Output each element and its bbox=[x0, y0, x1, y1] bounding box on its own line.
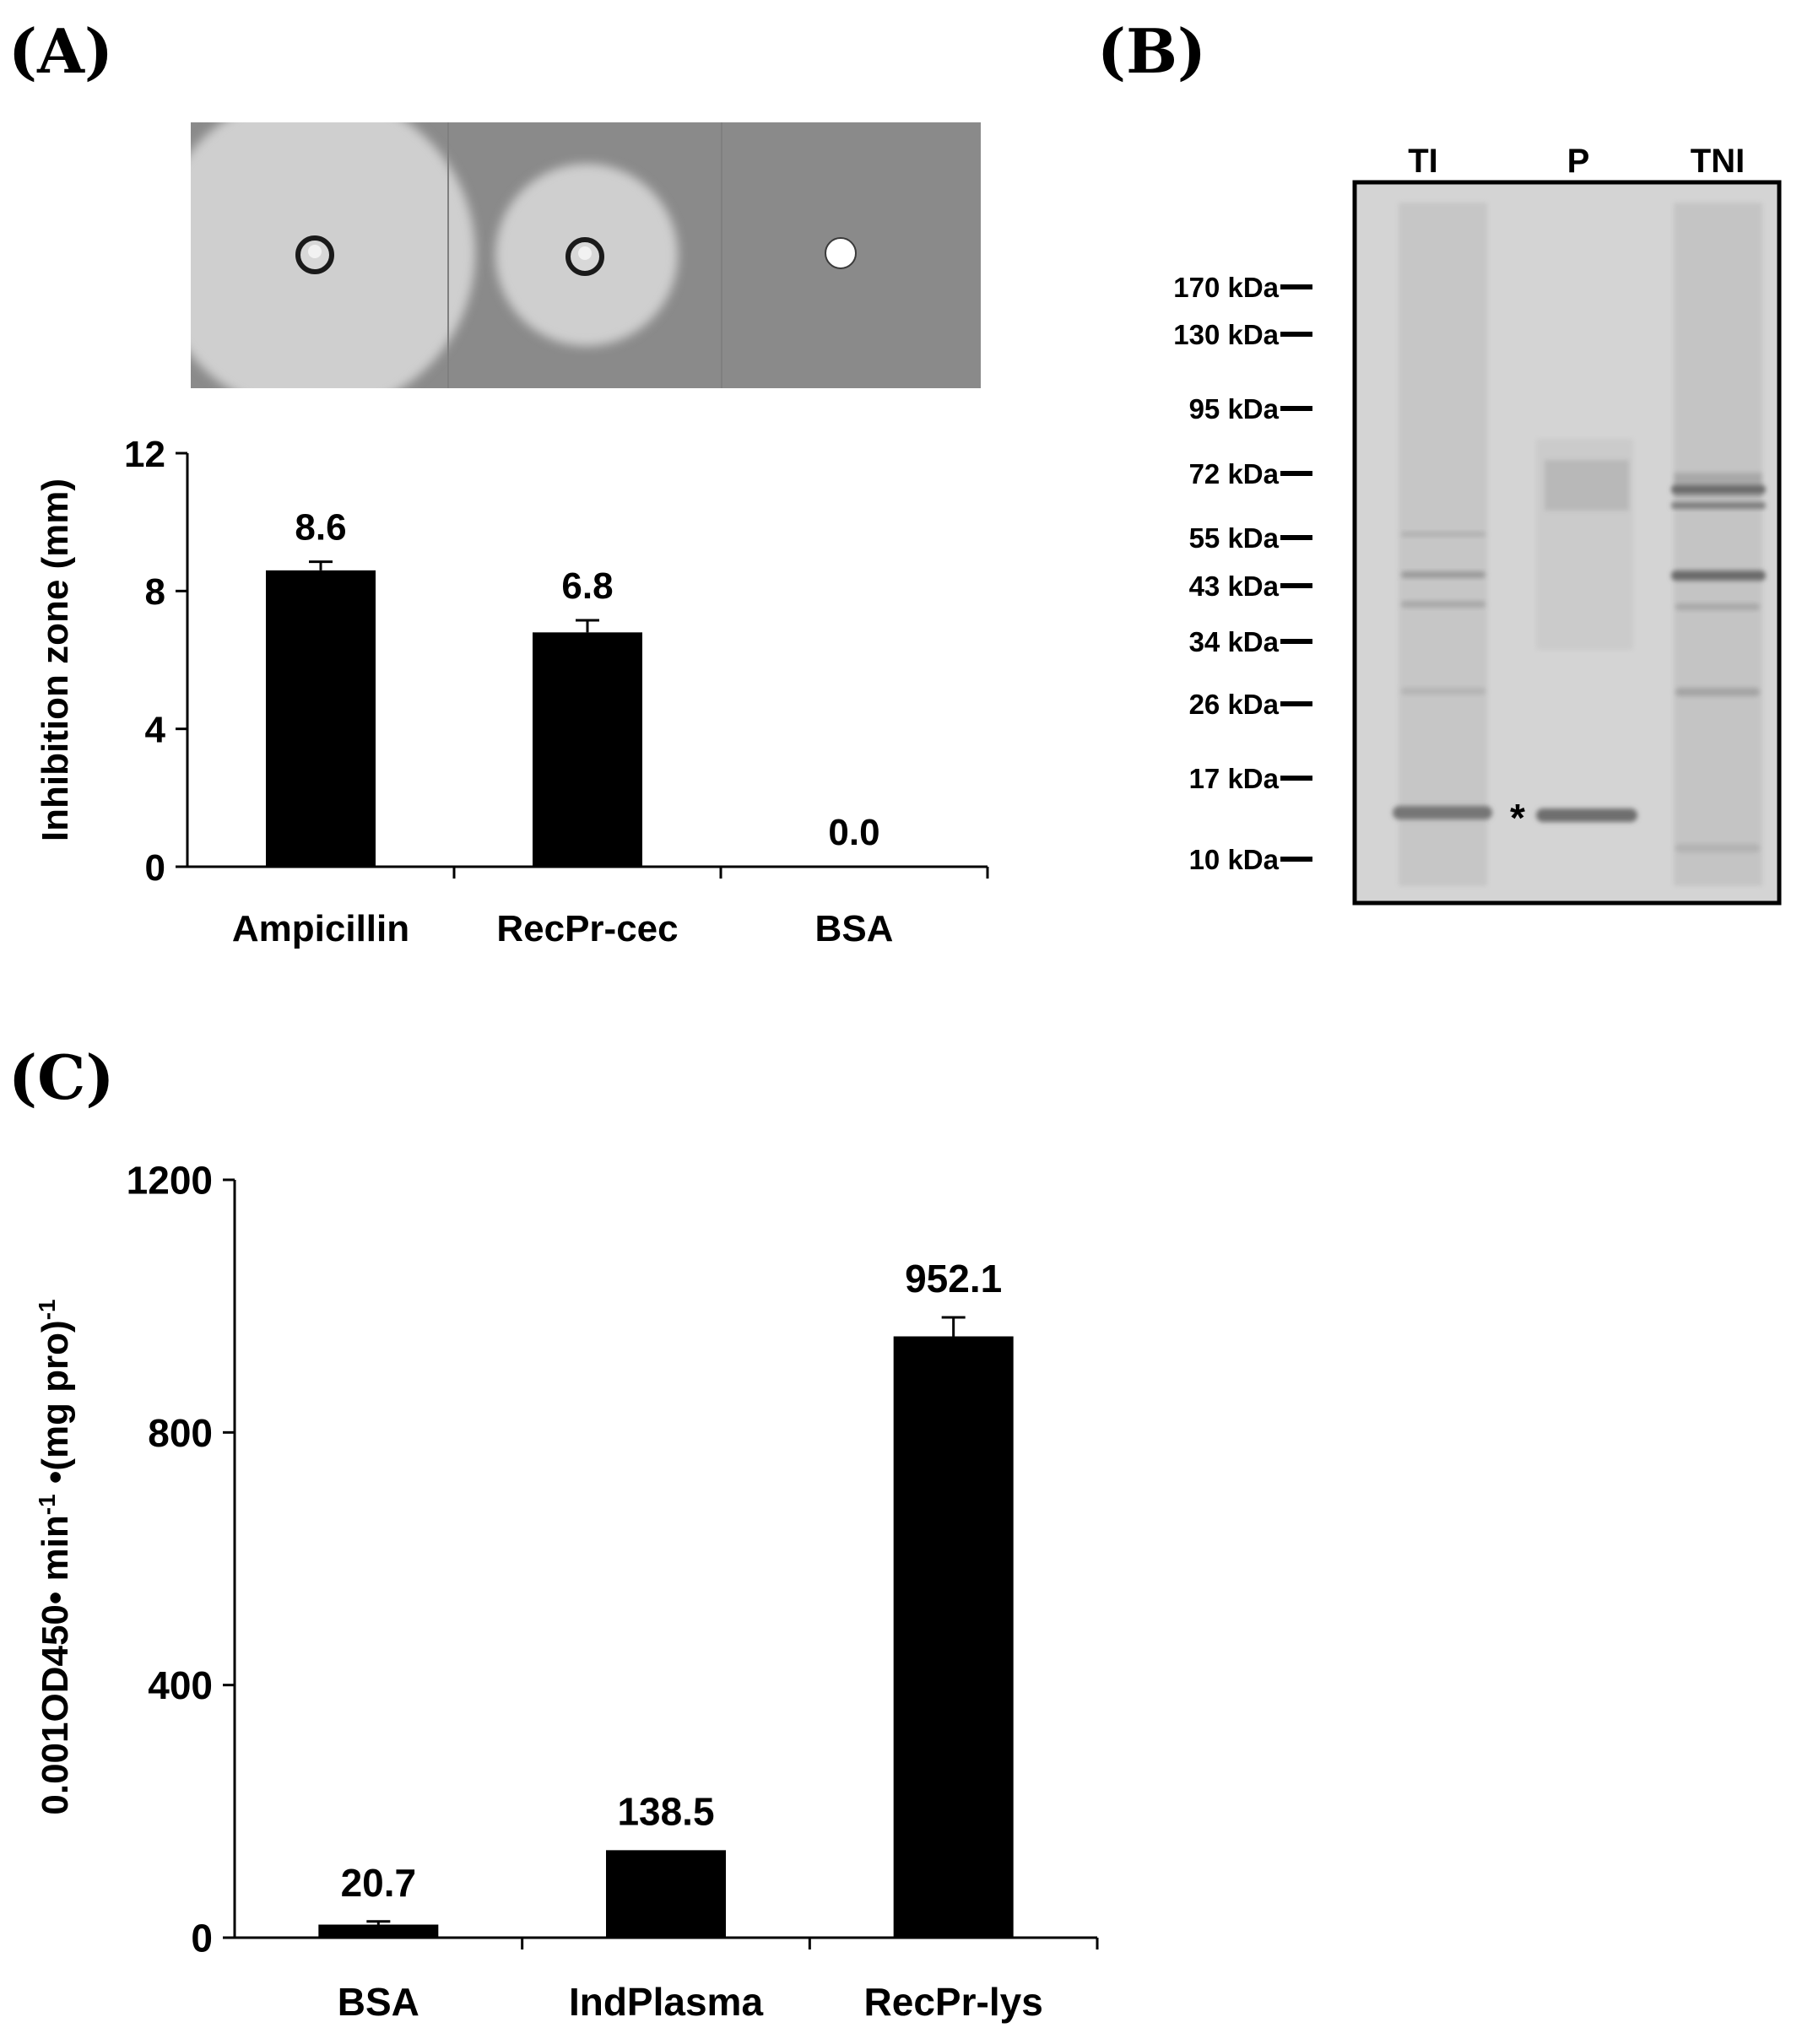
bar-recpr-cec bbox=[533, 632, 642, 867]
lane-smear-tni bbox=[1674, 203, 1762, 886]
panel-label-c: (C) bbox=[8, 1041, 114, 1113]
bar-ampicillin bbox=[266, 570, 376, 867]
band-tni bbox=[1671, 485, 1766, 494]
well-bsa bbox=[825, 237, 857, 269]
lane-smear-ti bbox=[1399, 203, 1487, 886]
lane-smear-p-72 bbox=[1545, 460, 1629, 511]
y-tick-label: 400 bbox=[148, 1663, 213, 1707]
value-label: 6.8 bbox=[561, 565, 613, 607]
gel-bands bbox=[1393, 485, 1766, 852]
value-label: 20.7 bbox=[341, 1861, 417, 1905]
marker-label: 95 kDa bbox=[1189, 393, 1280, 424]
agar-plate-photo bbox=[191, 122, 981, 388]
band-ti-recombinant bbox=[1393, 806, 1492, 819]
gel-smears bbox=[1399, 203, 1762, 886]
y-tick-label: 800 bbox=[148, 1411, 213, 1455]
band-tni bbox=[1675, 688, 1760, 696]
y-tick-label: 8 bbox=[145, 571, 165, 613]
y-axis-title-part: -1 bbox=[34, 1299, 60, 1320]
band-ti bbox=[1401, 688, 1485, 695]
gel-border bbox=[1352, 180, 1782, 906]
marker-label: 10 kDa bbox=[1189, 844, 1280, 875]
band-p-recombinant bbox=[1536, 808, 1637, 822]
category-label: BSA bbox=[815, 908, 894, 949]
category-label: BSA bbox=[338, 1980, 419, 2024]
category-label: IndPlasma bbox=[569, 1980, 764, 2024]
y-axis-title-part: -1 bbox=[34, 1494, 60, 1515]
marker-label: 17 kDa bbox=[1189, 763, 1280, 794]
value-label: 952.1 bbox=[905, 1257, 1002, 1300]
y-axis-title-part: • min bbox=[35, 1515, 76, 1604]
panel-label-b: (B) bbox=[1097, 15, 1206, 87]
y-axis-title-part: 0.001OD450 bbox=[35, 1604, 76, 1815]
lane-label-ti: TI bbox=[1408, 143, 1438, 180]
marker-label: 130 kDa bbox=[1173, 319, 1279, 350]
y-tick-label: 4 bbox=[145, 710, 166, 751]
bar-recpr-lys bbox=[893, 1336, 1014, 1938]
y-tick-label: 12 bbox=[124, 434, 165, 475]
value-label: 138.5 bbox=[617, 1789, 714, 1833]
gel-panel: TI P TNI 170 kDa 130 kDa 95 kDa 72 kDa 55 kDa 4… bbox=[1173, 143, 1782, 906]
band-tni bbox=[1675, 603, 1760, 610]
marker-label: 43 kDa bbox=[1189, 570, 1280, 602]
y-axis-title: 0.001OD450• min-1 •(mg pro)-1 bbox=[34, 1299, 77, 1814]
value-label: 0.0 bbox=[828, 812, 879, 853]
marker-label: 26 kDa bbox=[1189, 689, 1280, 720]
chart-a: 0 4 8 12 8.6 Ampicillin 6.8 RecPr-cec 0.0 BSA Inhi… bbox=[35, 434, 989, 949]
band-ti bbox=[1401, 601, 1485, 608]
band-tni bbox=[1671, 502, 1766, 509]
value-label: 8.6 bbox=[295, 507, 346, 549]
lane-label-p: P bbox=[1567, 143, 1590, 180]
category-label: Ampicillin bbox=[232, 908, 409, 949]
lane-label-tni: TNI bbox=[1691, 143, 1745, 180]
bar-indplasma bbox=[606, 1850, 726, 1938]
well-ampicillin bbox=[295, 235, 334, 274]
y-axis-title: Inhibition zone (mm) bbox=[35, 479, 76, 841]
y-axis-title-part: •(mg pro) bbox=[35, 1320, 76, 1494]
gel-lane-labels: TI P TNI bbox=[1408, 143, 1745, 180]
gel-markers: 170 kDa 130 kDa 95 kDa 72 kDa 55 kDa 43 kDa 34… bbox=[1173, 272, 1312, 875]
band-asterisk: * bbox=[1510, 796, 1525, 840]
y-tick-label: 0 bbox=[145, 847, 165, 889]
band-tni bbox=[1675, 844, 1760, 852]
marker-label: 72 kDa bbox=[1189, 458, 1280, 489]
marker-label: 55 kDa bbox=[1189, 522, 1280, 554]
bar-bsa bbox=[318, 1924, 439, 1938]
chart-c: 0 400 800 1200 20.7 BSA 138.5 IndPlasma 952.1 Rec… bbox=[34, 1159, 1099, 2024]
band-ti bbox=[1401, 571, 1485, 578]
marker-label: 34 kDa bbox=[1189, 626, 1280, 657]
category-label: RecPr-cec bbox=[496, 908, 678, 949]
marker-label: 170 kDa bbox=[1173, 272, 1279, 303]
band-ti bbox=[1401, 532, 1485, 537]
y-tick-label: 1200 bbox=[127, 1159, 213, 1203]
band-tni bbox=[1671, 570, 1766, 581]
well-recpr-cec bbox=[565, 237, 604, 276]
panel-label-a: (A) bbox=[8, 15, 113, 87]
y-tick-label: 0 bbox=[191, 1917, 213, 1960]
category-label: RecPr-lys bbox=[864, 1980, 1043, 2024]
